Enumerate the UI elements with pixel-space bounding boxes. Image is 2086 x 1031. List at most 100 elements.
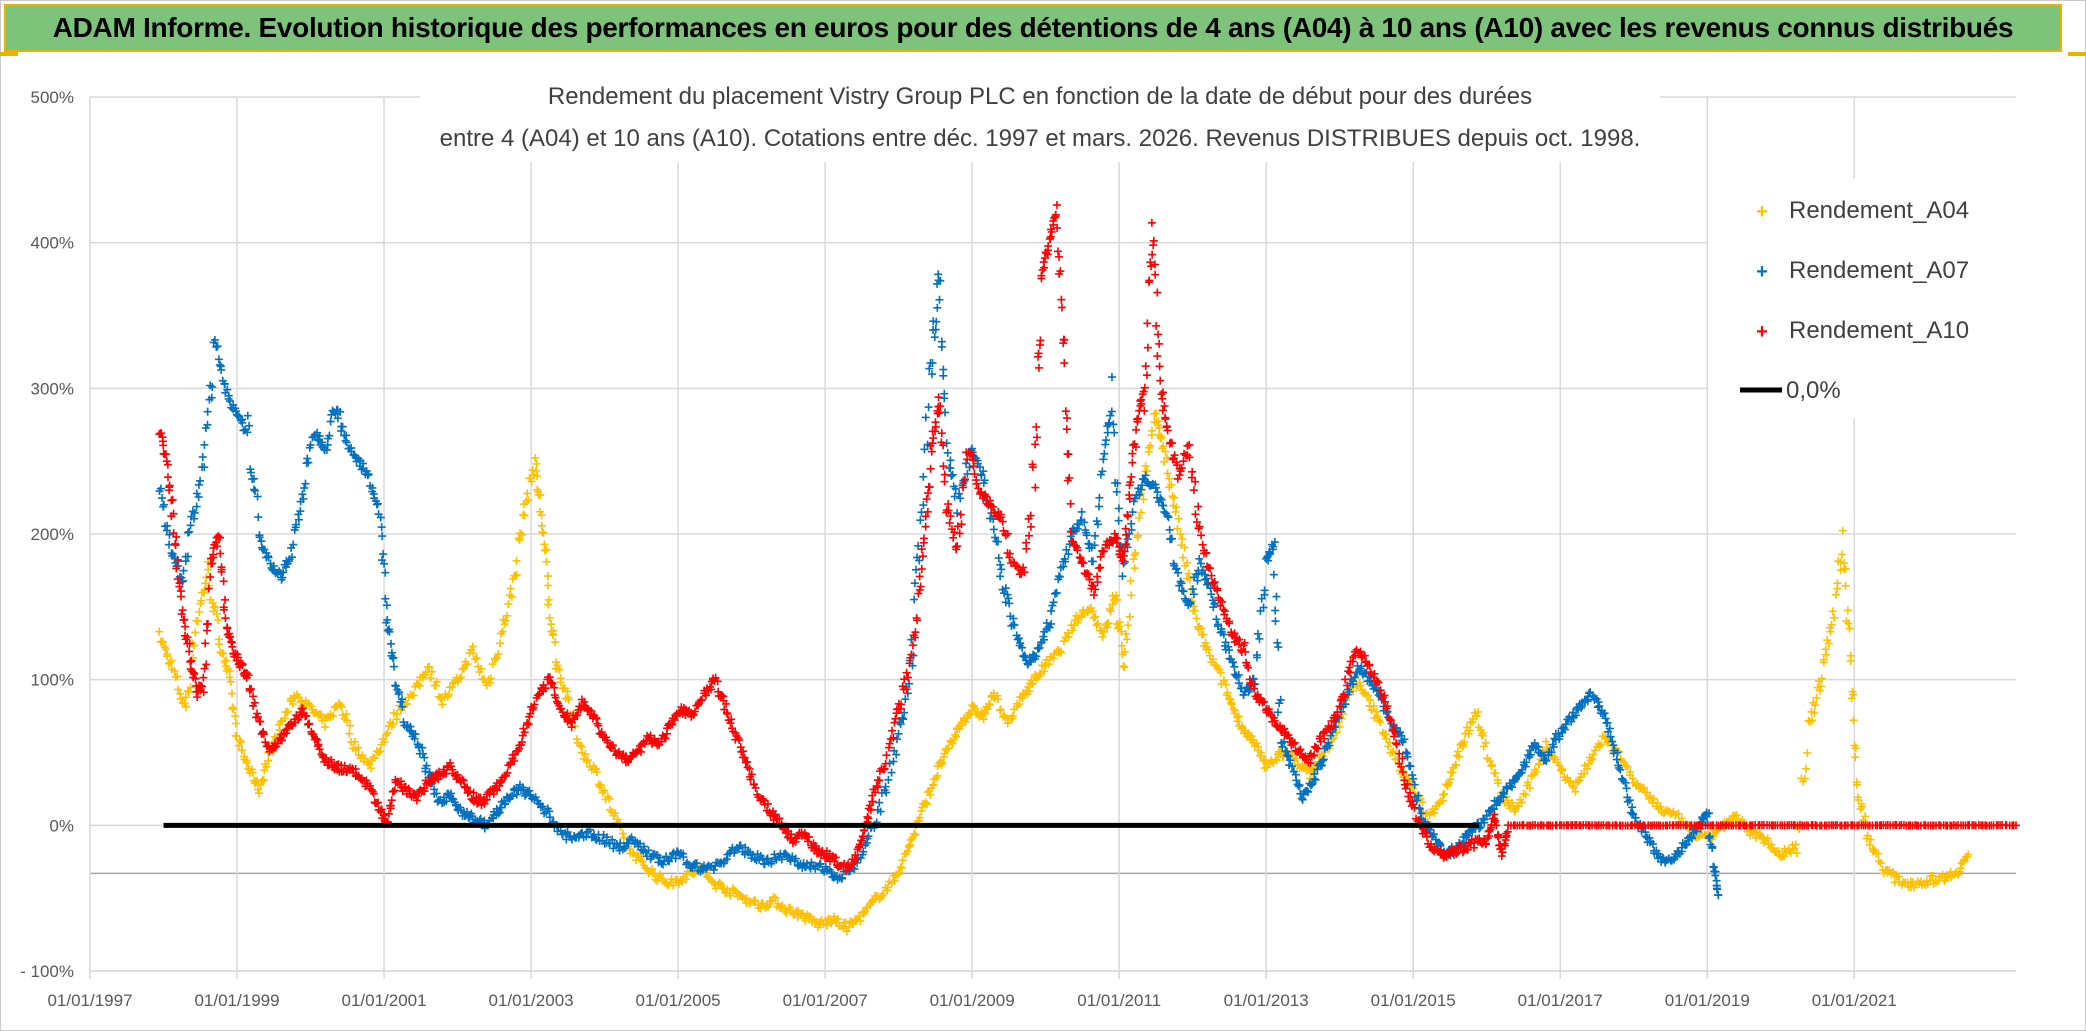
- data-point: [198, 453, 207, 462]
- data-point: [890, 876, 899, 885]
- data-point: [1136, 508, 1145, 517]
- y-tick-label: 500%: [31, 88, 74, 107]
- data-point: [1095, 493, 1104, 502]
- data-point: [469, 649, 478, 658]
- corner-mark-left: [0, 52, 18, 56]
- data-point: [879, 889, 888, 898]
- data-point: [533, 472, 542, 481]
- data-point: [860, 907, 869, 916]
- data-point: [1060, 359, 1069, 368]
- data-point: [167, 656, 176, 665]
- data-point: [200, 440, 209, 449]
- data-point: [798, 909, 807, 918]
- data-point: [221, 614, 230, 623]
- data-point: [247, 685, 256, 694]
- data-point: [726, 891, 735, 900]
- data-point: [1198, 540, 1207, 549]
- data-point: [1168, 492, 1177, 501]
- data-point: [1128, 458, 1137, 467]
- data-point: [486, 674, 495, 683]
- data-point: [782, 908, 791, 917]
- chart-title: Rendement du placement Vistry Group PLC …: [420, 78, 1660, 162]
- data-point: [1031, 483, 1040, 492]
- data-point: [927, 447, 936, 456]
- data-point: [501, 616, 510, 625]
- data-point: [1274, 643, 1283, 652]
- y-tick-label: 0%: [49, 816, 74, 835]
- data-point: [1054, 252, 1063, 261]
- data-point: [842, 927, 851, 936]
- data-point: [610, 809, 619, 818]
- data-point: [1114, 504, 1123, 513]
- data-point: [1826, 627, 1835, 636]
- data-point: [682, 875, 691, 884]
- data-point: [989, 693, 998, 702]
- data-point: [206, 573, 215, 582]
- data-point: [1148, 250, 1157, 259]
- data-point: [1031, 440, 1040, 449]
- data-point: [1833, 579, 1842, 588]
- data-point: [1273, 708, 1282, 717]
- data-point: [596, 781, 605, 790]
- data-point: [989, 525, 998, 534]
- data-point: [1185, 440, 1194, 449]
- data-point: [158, 494, 167, 503]
- data-point: [908, 641, 917, 650]
- data-point: [955, 529, 964, 538]
- data-point: [253, 785, 262, 794]
- data-point: [1188, 585, 1197, 594]
- data-point: [444, 690, 453, 699]
- data-point: [197, 596, 206, 605]
- data-point: [174, 685, 183, 694]
- data-point: [1161, 415, 1170, 424]
- data-point: [1053, 247, 1062, 256]
- data-point: [956, 510, 965, 519]
- data-point: [1212, 615, 1221, 624]
- data-point: [1190, 606, 1199, 615]
- data-point: [1851, 753, 1860, 762]
- data-point: [381, 594, 390, 603]
- data-point: [957, 721, 966, 730]
- legend-label-zero: 0,0%: [1786, 377, 1841, 404]
- data-point: [956, 494, 965, 503]
- data-point: [194, 480, 203, 489]
- data-point: [885, 739, 894, 748]
- data-point: [929, 434, 938, 443]
- x-tick-label: 01/01/2009: [930, 991, 1015, 1010]
- data-point: [916, 516, 925, 525]
- data-point: [531, 454, 540, 463]
- data-point: [458, 665, 467, 674]
- data-point: [961, 717, 970, 726]
- data-point: [516, 529, 525, 538]
- data-point: [979, 715, 988, 724]
- data-point: [202, 660, 211, 669]
- data-point: [829, 912, 838, 921]
- data-point: [384, 809, 393, 818]
- data-point: [582, 757, 591, 766]
- data-point: [486, 678, 495, 687]
- data-point: [1063, 414, 1072, 423]
- data-point: [915, 813, 924, 822]
- data-point: [1107, 373, 1116, 382]
- data-point: [996, 705, 1005, 714]
- data-point: [773, 899, 782, 908]
- data-point: [1388, 748, 1397, 757]
- data-point: [704, 873, 713, 882]
- data-point: [1273, 638, 1282, 647]
- data-point: [345, 721, 354, 730]
- data-point: [1034, 363, 1043, 372]
- data-point: [232, 732, 241, 741]
- data-point: [939, 462, 948, 471]
- x-tick-label: 01/01/2017: [1518, 991, 1603, 1010]
- data-point: [183, 528, 192, 537]
- data-point: [1152, 321, 1161, 330]
- data-point: [381, 568, 390, 577]
- data-point: [504, 599, 513, 608]
- data-point: [1402, 748, 1411, 757]
- data-point: [1130, 550, 1139, 559]
- data-point: [925, 483, 934, 492]
- data-point: [1141, 462, 1150, 471]
- data-point: [1153, 288, 1162, 297]
- data-point: [1153, 352, 1162, 361]
- data-point: [537, 511, 546, 520]
